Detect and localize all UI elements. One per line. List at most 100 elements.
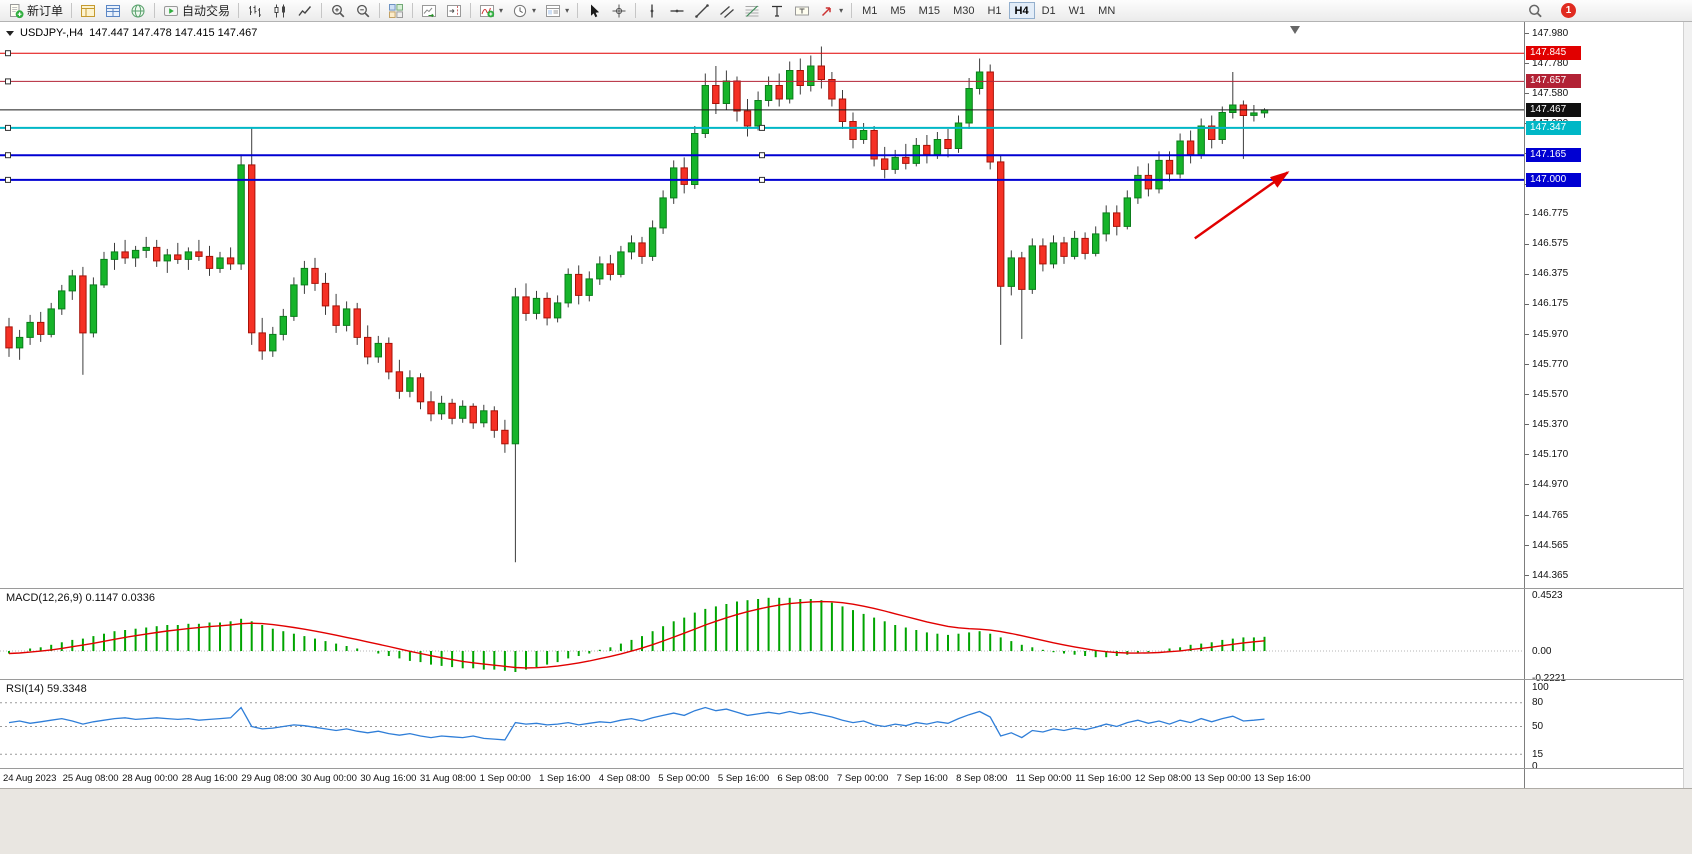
price-level-badge: 147.657 — [1526, 74, 1581, 89]
time-axis-label: 28 Aug 00:00 — [122, 773, 179, 784]
rsi-axis-label: 50 — [1532, 721, 1544, 732]
zoom-out-button[interactable] — [351, 1, 375, 20]
toolbar-separator — [851, 3, 853, 18]
tile-windows-button[interactable] — [384, 1, 408, 20]
timeframe-m30-button[interactable]: M30 — [953, 4, 975, 17]
autotrading-button[interactable]: 自动交易 — [159, 1, 234, 20]
timeframe-h4-button[interactable]: H4 — [1008, 2, 1035, 19]
price-axis-label: 146.375 — [1532, 268, 1569, 280]
data-window-button[interactable] — [101, 1, 125, 20]
arrow-annotation[interactable] — [1194, 171, 1290, 240]
cursor-icon — [586, 3, 602, 19]
axis-tick — [1525, 303, 1529, 305]
macd-histogram — [8, 597, 1266, 672]
toolbar-separator — [238, 3, 240, 18]
equidistant-channel-button[interactable] — [715, 1, 739, 20]
timeframe-m1-button[interactable]: M1 — [862, 4, 878, 17]
chart-shift-button[interactable] — [442, 1, 466, 20]
price-axis-label: 144.365 — [1532, 569, 1569, 581]
vertical-line-button[interactable] — [640, 1, 664, 20]
data-window-icon — [105, 3, 121, 19]
time-axis-label: 30 Aug 16:00 — [360, 773, 417, 784]
timeframe-h1-button[interactable]: H1 — [987, 4, 1002, 17]
price-level-badge: 147.467 — [1526, 102, 1581, 117]
rsi-axis-label: 15 — [1532, 748, 1544, 760]
fibonacci-button[interactable] — [740, 1, 764, 20]
chart-menu-icon[interactable] — [6, 30, 14, 36]
main-chart[interactable] — [0, 22, 1524, 588]
macd-axis-label: 0.4523 — [1532, 589, 1563, 601]
price-level-badge: 147.845 — [1526, 46, 1581, 61]
timeframe-mn-button[interactable]: MN — [1098, 4, 1116, 17]
bar-chart-button[interactable] — [243, 1, 267, 20]
notification-badge[interactable]: 1 — [1561, 3, 1576, 18]
time-axis-label: 6 Sep 08:00 — [777, 773, 829, 784]
line-handle — [5, 152, 11, 159]
fibonacci-icon — [744, 3, 760, 19]
dropdown-arrow-icon: ▾ — [499, 6, 504, 15]
time-axis-label: 11 Sep 16:00 — [1075, 773, 1132, 784]
zoom-in-button[interactable] — [326, 1, 350, 20]
panel-separator[interactable] — [0, 679, 1692, 680]
timeframe-w1-button[interactable]: W1 — [1068, 4, 1086, 17]
time-axis-label: 31 Aug 08:00 — [420, 773, 476, 784]
crosshair-button[interactable] — [607, 1, 631, 20]
axis-tick — [1525, 364, 1529, 366]
axis-tick — [1525, 243, 1529, 245]
price-axis-label: 146.175 — [1532, 298, 1569, 310]
periods-button[interactable]: ▾ — [508, 1, 540, 20]
toolbar-group: ▾ — [640, 1, 847, 20]
rsi-chart[interactable] — [0, 681, 1524, 768]
axis-tick — [1525, 515, 1529, 516]
line-chart-button[interactable] — [293, 1, 317, 20]
rsi-label: RSI(14) 59.3348 — [6, 683, 87, 695]
time-axis-label: 7 Sep 16:00 — [896, 773, 948, 784]
axis-tick — [1525, 63, 1529, 64]
price-level-badge: 147.000 — [1526, 172, 1581, 187]
text-button[interactable] — [765, 1, 789, 20]
time-axis-label: 25 Aug 08:00 — [62, 773, 119, 784]
timeframe-d1-button[interactable]: D1 — [1041, 4, 1056, 17]
window-bottom-area — [0, 788, 1692, 854]
vertical-scrollbar[interactable] — [1683, 22, 1692, 788]
axis-tick — [1525, 545, 1529, 546]
horizontal-line-button[interactable] — [665, 1, 689, 20]
templates-button[interactable]: ▾ — [541, 1, 573, 20]
toolbar: 新订单 自动交易 ▾ ▾ ▾ ▾ M1 M5 M15 M30 H1 H4 D1 W1 MN 1 — [0, 0, 1692, 22]
price-level-badge: 147.165 — [1526, 148, 1581, 163]
chart-ohlc-values: 147.447 147.478 147.415 147.467 — [89, 27, 258, 39]
candlestick-chart-button[interactable] — [268, 1, 292, 20]
timeframe-m15-button[interactable]: M15 — [918, 4, 941, 17]
trendline-button[interactable] — [690, 1, 714, 20]
equidistant-channel-icon — [719, 3, 735, 19]
timeframe-m5-button[interactable]: M5 — [890, 4, 906, 17]
auto-scroll-button[interactable] — [417, 1, 441, 20]
panel-separator[interactable] — [0, 768, 1692, 769]
chart-shift-marker[interactable] — [1290, 26, 1300, 34]
new-order-button[interactable]: 新订单 — [4, 1, 67, 20]
indicators-button[interactable]: ▾ — [475, 1, 507, 20]
time-axis[interactable]: 24 Aug 2023 25 Aug 08:00 28 Aug 00:00 28 Au… — [0, 770, 1692, 788]
line-handle — [759, 124, 765, 131]
bar-chart-icon — [247, 3, 263, 19]
toolbar-separator — [71, 3, 73, 18]
price-level-lines[interactable] — [0, 50, 1524, 183]
time-axis-label: 4 Sep 08:00 — [598, 773, 650, 784]
arrows-button[interactable]: ▾ — [815, 1, 847, 20]
macd-chart[interactable] — [0, 590, 1524, 679]
text-label-button[interactable] — [790, 1, 814, 20]
time-axis-label: 5 Sep 16:00 — [717, 773, 770, 784]
toolbar-group — [582, 1, 631, 20]
navigator-button[interactable] — [126, 1, 150, 20]
horizontal-line-icon — [669, 3, 685, 19]
cursor-button[interactable] — [582, 1, 606, 20]
price-axis[interactable]: 147.980147.780147.580147.380147.180146.9… — [1524, 22, 1682, 788]
macd-signal-line — [8, 600, 1265, 669]
axis-tick — [1525, 424, 1529, 426]
search-button[interactable] — [1523, 1, 1547, 20]
candlestick-series — [5, 46, 1269, 563]
panel-separator[interactable] — [0, 588, 1692, 589]
market-watch-button[interactable] — [76, 1, 100, 20]
axis-tick — [1525, 33, 1529, 34]
